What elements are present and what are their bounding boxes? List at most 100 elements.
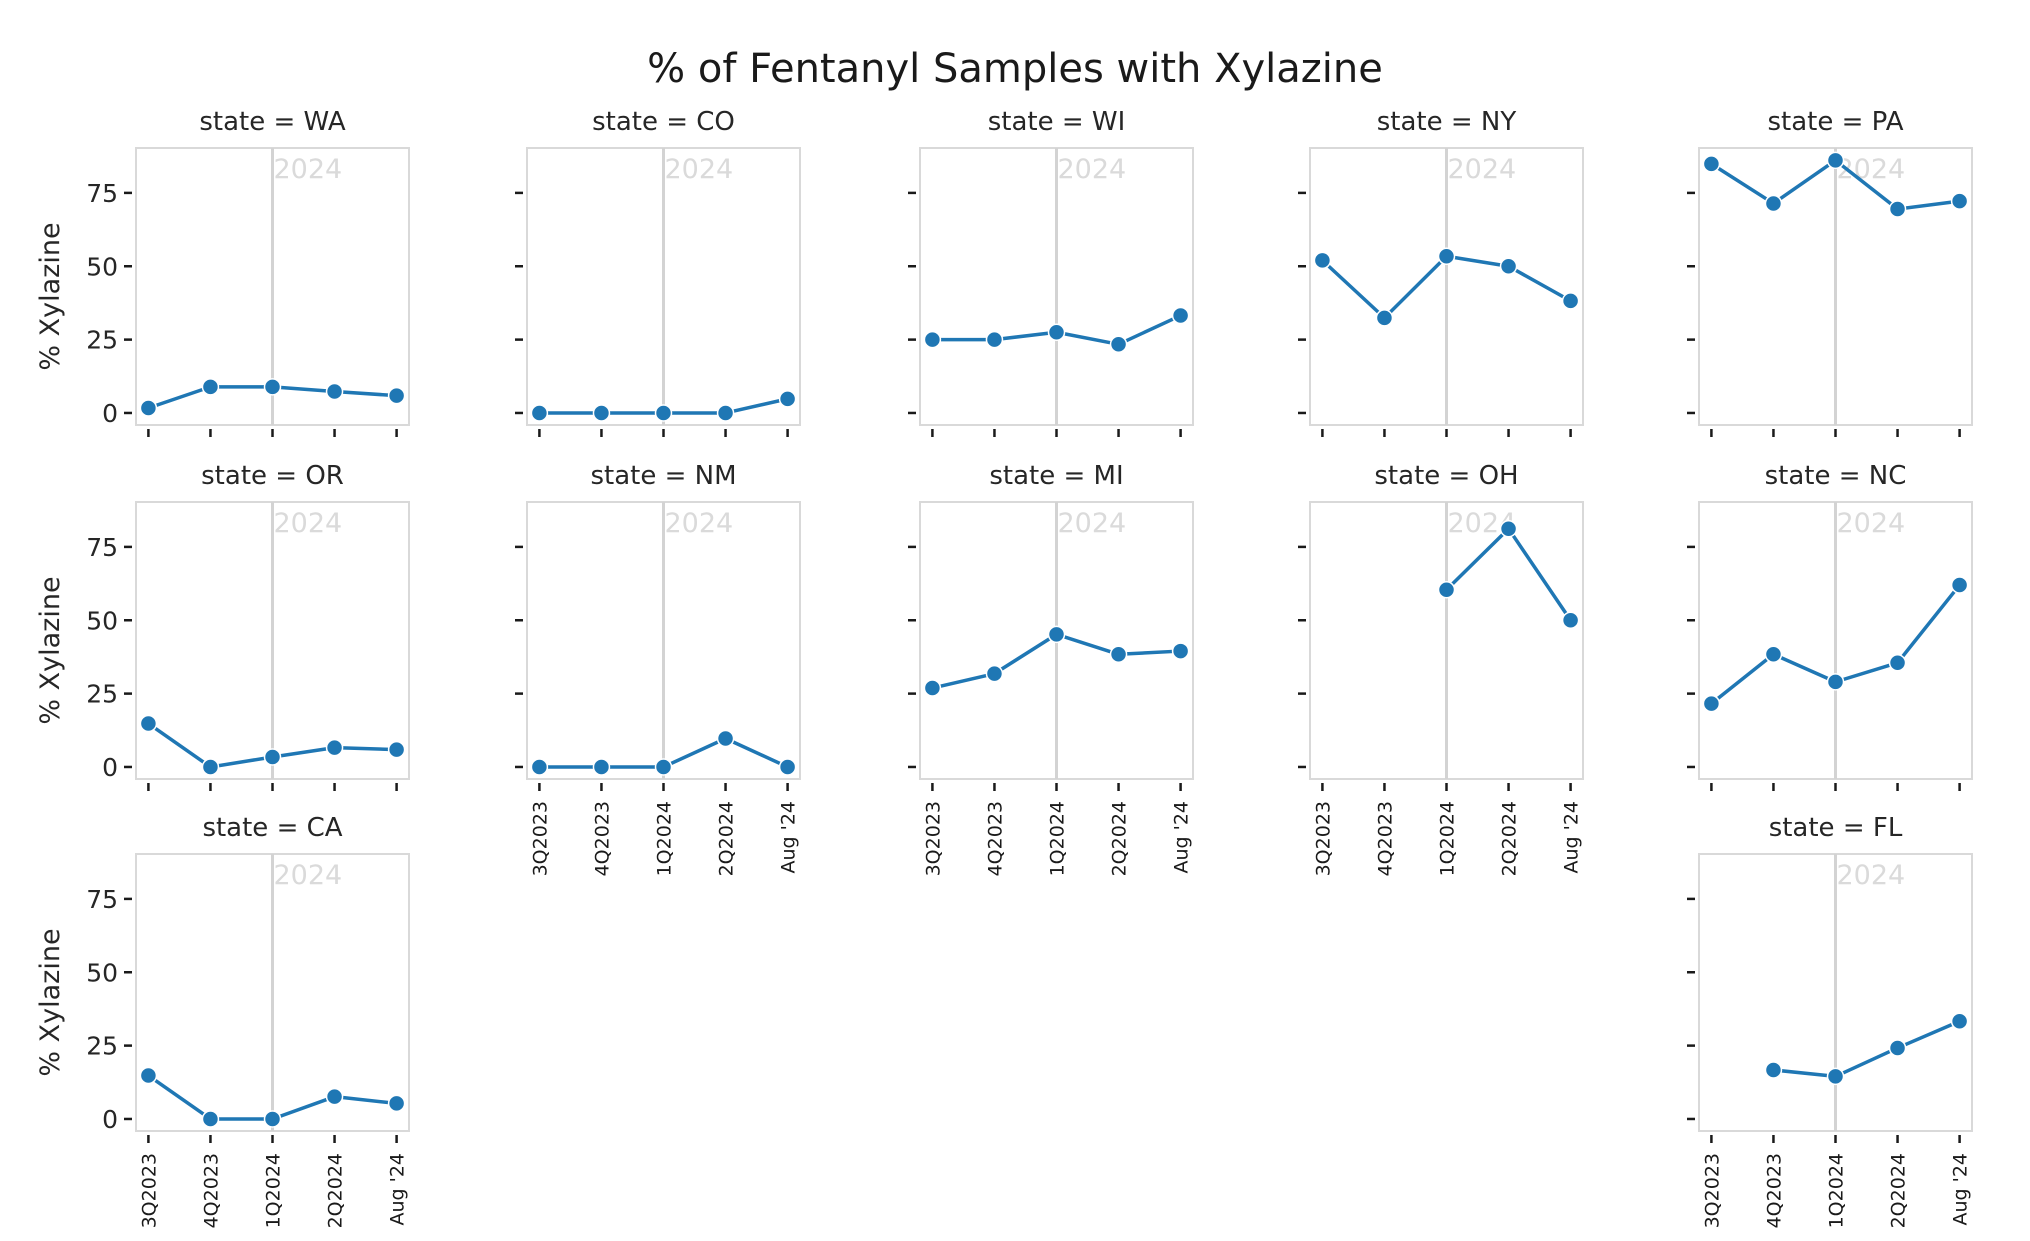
data-point: [263, 1110, 282, 1128]
x-tick-label: 4Q2023: [984, 801, 1006, 876]
data-point: [923, 330, 942, 349]
data-point: [530, 404, 549, 422]
data-point: [139, 399, 158, 417]
data-point: [592, 404, 611, 422]
facet-panel-wi: state = WI 2024: [908, 107, 1194, 437]
y-tick-label: 0: [102, 753, 118, 782]
x-tick-label: 1Q2024: [654, 801, 676, 876]
data-point: [1499, 257, 1518, 276]
x-tick-label: Aug '24: [1171, 801, 1193, 874]
data-point: [1826, 1067, 1845, 1086]
x-tick-label: 3Q2023: [922, 801, 944, 876]
x-tick-label: 4Q2023: [1763, 1153, 1785, 1228]
reference-label: 2024: [1058, 154, 1127, 185]
data-point: [778, 758, 797, 776]
facet-panel-ca: state = CA 2024 0 25 50 75 % Xylazine 3Q2023 4Q2…: [35, 813, 410, 1228]
data-point: [325, 382, 344, 401]
data-point: [1499, 519, 1518, 538]
y-tick-label: 25: [86, 1032, 118, 1061]
reference-label: 2024: [1448, 154, 1517, 185]
data-point: [1561, 611, 1580, 630]
reference-label: 2024: [1837, 860, 1906, 891]
facet-panel-fl: state = FL 2024 3Q2023 4Q2023 1Q2024 2Q2024 Au…: [1687, 813, 1973, 1228]
data-point: [1171, 642, 1190, 660]
data-point: [1826, 673, 1845, 691]
data-point: [263, 378, 282, 396]
data-point: [1109, 645, 1128, 664]
series-line: [1773, 1019, 1961, 1079]
data-point: [201, 1110, 220, 1128]
data-point: [1764, 1061, 1783, 1079]
data-point: [1950, 576, 1969, 594]
data-point: [1313, 251, 1332, 270]
chart-title: % of Fentanyl Samples with Xylazine: [647, 46, 1383, 92]
data-point: [325, 738, 344, 757]
data-point: [716, 729, 735, 748]
panel-title: state = NY: [1377, 107, 1517, 137]
panel-title: state = NC: [1765, 461, 1907, 491]
data-point: [1047, 323, 1066, 342]
x-tick-label: 2Q2024: [716, 801, 738, 876]
reference-label: 2024: [274, 508, 343, 539]
x-tick-label: Aug '24: [1950, 1153, 1972, 1226]
panel-title: state = PA: [1768, 107, 1904, 137]
panel-title: state = OR: [201, 461, 344, 491]
data-point: [387, 740, 406, 759]
x-tick-label: 3Q2023: [529, 801, 551, 876]
data-point: [201, 378, 220, 396]
x-tick-label: 3Q2023: [138, 1153, 160, 1228]
x-tick-label: 4Q2023: [591, 801, 613, 876]
reference-label: 2024: [665, 508, 734, 539]
x-tick-label: 1Q2024: [1826, 1153, 1848, 1228]
y-axis-label: % Xylazine: [35, 928, 66, 1076]
data-point: [1109, 335, 1128, 354]
panel-title: state = MI: [989, 461, 1123, 491]
data-point: [139, 714, 158, 733]
x-tick-label: 3Q2023: [1312, 801, 1334, 876]
y-tick-label: 25: [86, 326, 118, 355]
data-point: [1888, 1039, 1907, 1057]
data-point: [1702, 155, 1721, 173]
y-tick-label: 50: [86, 958, 118, 987]
panel-title: state = CO: [592, 107, 735, 137]
reference-label: 2024: [1058, 508, 1127, 539]
data-point: [1888, 200, 1907, 218]
data-point: [923, 679, 942, 697]
reference-label: 2024: [274, 860, 343, 891]
data-point: [201, 758, 220, 776]
panel-title: state = FL: [1769, 813, 1903, 843]
data-point: [387, 1094, 406, 1113]
x-tick-label: 3Q2023: [1701, 1153, 1723, 1228]
data-point: [1888, 654, 1907, 672]
data-point: [1826, 151, 1845, 170]
data-point: [654, 404, 673, 422]
data-point: [716, 404, 735, 422]
data-point: [592, 758, 611, 776]
x-tick-label: 2Q2024: [325, 1153, 347, 1228]
y-tick-label: 75: [86, 885, 118, 914]
facet-panel-or: state = OR 2024 0 25 50 75 % Xylazine: [35, 461, 410, 791]
data-point: [530, 758, 549, 776]
panel-title: state = WI: [988, 107, 1126, 137]
data-point: [1561, 292, 1580, 310]
facet-panel-nm: state = NM 2024 3Q2023 4Q2023 1Q2024 2Q2024 Au…: [515, 461, 801, 876]
x-tick-label: 2Q2024: [1888, 1153, 1910, 1228]
data-point: [263, 748, 282, 766]
data-point: [1702, 694, 1721, 713]
x-tick-label: Aug '24: [1561, 801, 1583, 874]
y-tick-label: 25: [86, 680, 118, 709]
data-point: [1437, 580, 1456, 599]
panel-title: state = WA: [199, 107, 345, 137]
x-tick-label: 2Q2024: [1499, 801, 1521, 876]
x-tick-label: 1Q2024: [1047, 801, 1069, 876]
facet-panel-ny: state = NY 2024: [1298, 107, 1584, 437]
reference-label: 2024: [274, 154, 343, 185]
data-point: [1950, 192, 1969, 210]
x-tick-label: Aug '24: [778, 801, 800, 874]
x-tick-label: 2Q2024: [1109, 801, 1131, 876]
data-point: [387, 386, 406, 405]
data-point: [1764, 194, 1783, 213]
data-point: [985, 330, 1004, 349]
x-tick-label: 1Q2024: [263, 1153, 285, 1228]
y-tick-label: 50: [86, 252, 118, 281]
